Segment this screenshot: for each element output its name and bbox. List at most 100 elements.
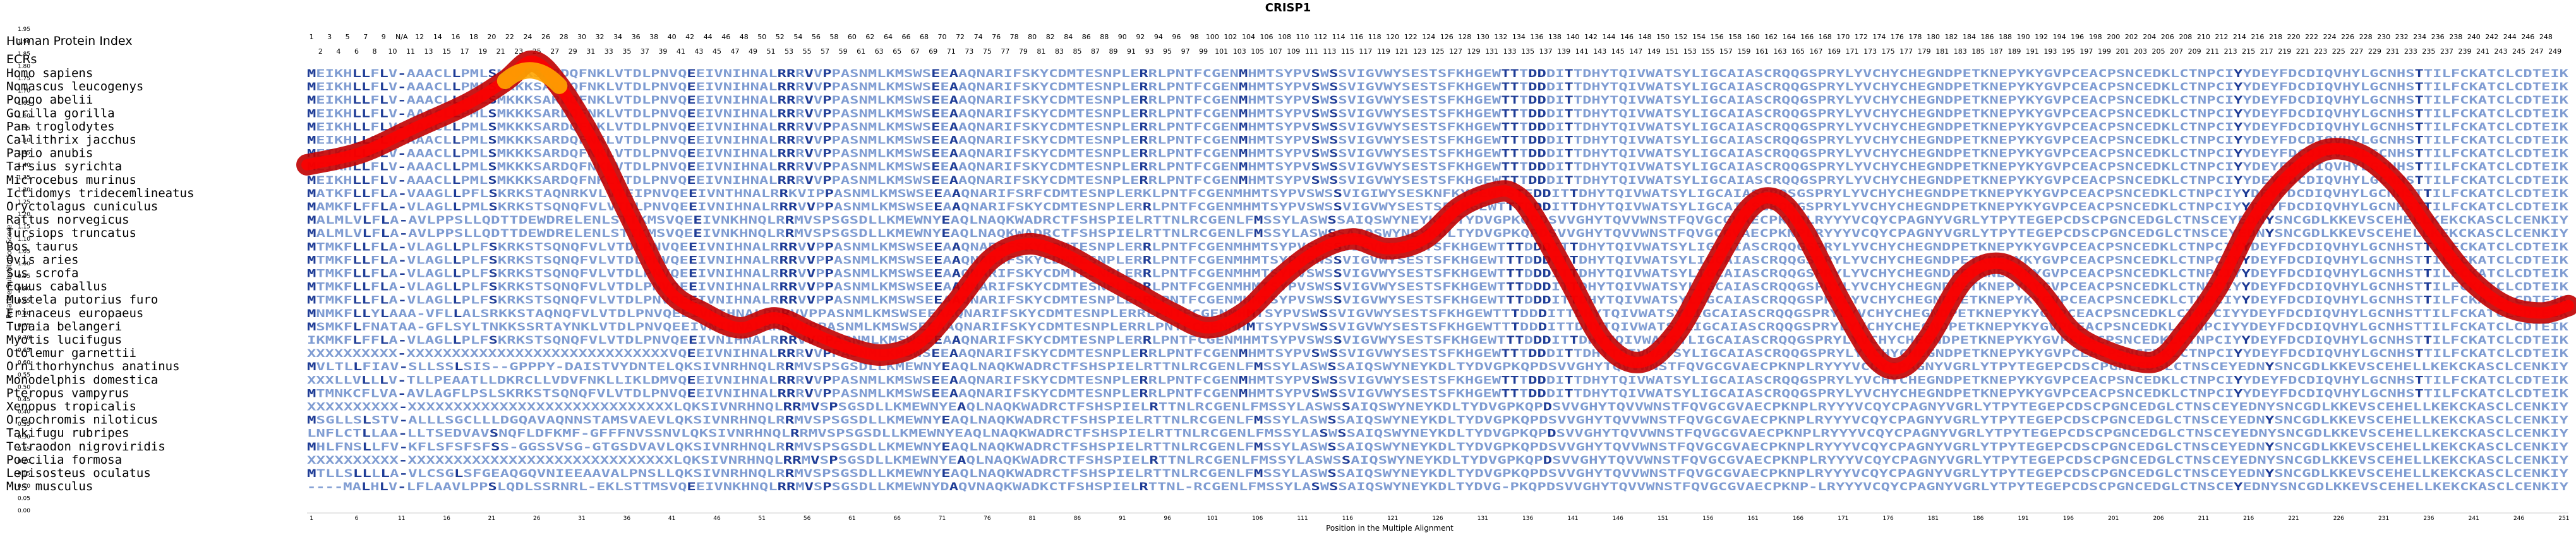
residue: Y [1282, 227, 1292, 240]
residue: V [1302, 68, 1311, 80]
residue: I [2432, 188, 2441, 200]
residue: N [2125, 135, 2134, 147]
residue: P [2105, 201, 2114, 214]
residue: D [1538, 135, 1546, 147]
hpi-index-label: 139 [1557, 47, 1570, 56]
residue: Q [1618, 148, 1627, 160]
residue: K [1980, 135, 1990, 147]
residue: P [2060, 254, 2069, 267]
residue: T [2187, 268, 2196, 281]
residue: K [872, 308, 882, 320]
residue: S [1275, 81, 1284, 94]
residue: F [1447, 174, 1455, 187]
residue: A [1651, 281, 1660, 294]
residue: A [2477, 188, 2486, 200]
residue: E [2541, 81, 2550, 94]
residue: T [1184, 148, 1193, 160]
hpi-index-label: 30 [577, 33, 586, 41]
residue: I [1555, 68, 1564, 80]
residue: V [1633, 294, 1642, 307]
residue: Y [2350, 188, 2360, 200]
residue: W [1492, 135, 1502, 147]
residue: M [307, 214, 316, 227]
residue: D [519, 227, 528, 240]
residue: P [2107, 161, 2116, 174]
residue: L [380, 254, 388, 267]
residue: F [2450, 281, 2459, 294]
residue: Q [1781, 107, 1790, 120]
residue: A [424, 94, 433, 107]
residue: S [1324, 268, 1333, 281]
residue: N [1170, 254, 1179, 267]
residue: I [697, 241, 706, 253]
residue: A [1651, 241, 1660, 253]
y-tick-label: 1.80 [18, 64, 30, 70]
residue: E [1079, 201, 1088, 214]
residue: P [1817, 161, 1826, 174]
residue: S [1094, 161, 1103, 174]
residue: S [1809, 107, 1817, 120]
residue: T [1261, 254, 1270, 267]
residue: T [1574, 174, 1582, 187]
residue: S [1088, 241, 1097, 253]
residue: E [940, 81, 949, 94]
residue: H [1591, 121, 1600, 133]
residue: V [814, 81, 822, 94]
residue: R [1769, 268, 1779, 281]
residue: - [397, 68, 406, 80]
residue: A [985, 174, 994, 187]
residue: L [471, 254, 479, 267]
residue: P [822, 148, 831, 160]
residue: S [843, 241, 852, 253]
residue: Y [1833, 254, 1842, 267]
residue: K [879, 241, 889, 253]
residue: L [479, 68, 488, 80]
hpi-index-label: 210 [2197, 33, 2210, 41]
residue: W [906, 254, 916, 267]
residue: M [1067, 161, 1076, 174]
residue: E [2261, 81, 2270, 94]
hpi-index-label: 189 [2007, 47, 2021, 56]
hpi-index-label: 191 [2026, 47, 2039, 56]
residue: T [1076, 107, 1085, 120]
residue: A [407, 94, 416, 107]
residue: I [725, 281, 733, 294]
residue: S [1270, 201, 1279, 214]
residue: D [1546, 68, 1555, 80]
residue: M [307, 121, 316, 133]
residue: W [1642, 254, 1651, 267]
residue: V [589, 201, 598, 214]
residue: C [1764, 121, 1773, 133]
residue: K [516, 254, 526, 267]
residue: T [2487, 254, 2496, 267]
residue: D [2305, 241, 2314, 253]
residue: T [1064, 308, 1073, 320]
residue: Y [2014, 294, 2024, 307]
residue: E [1963, 161, 1971, 174]
residue: I [2314, 254, 2323, 267]
residue: S [2114, 268, 2123, 281]
residue: W [1492, 161, 1502, 174]
residue: S [2366, 227, 2376, 240]
residue: I [725, 254, 733, 267]
residue: P [2007, 161, 2016, 174]
residue: L [1687, 268, 1696, 281]
residue: T [2532, 148, 2541, 160]
residue: C [1896, 254, 1905, 267]
residue: T [1569, 188, 1578, 200]
residue: S [1015, 188, 1024, 200]
residue: A [2087, 254, 2096, 267]
residue: K [2541, 227, 2551, 240]
residue: T [534, 281, 543, 294]
residue: M [861, 188, 870, 200]
residue: C [2216, 94, 2225, 107]
residue: S [843, 268, 852, 281]
residue: E [1079, 294, 1088, 307]
residue: F [1013, 68, 1021, 80]
hpi-index-label: 171 [1846, 47, 1859, 56]
residue: S [488, 107, 497, 120]
residue: R [1827, 121, 1836, 133]
residue: K [524, 148, 534, 160]
residue: Y [1033, 268, 1043, 281]
residue: M [470, 161, 479, 174]
